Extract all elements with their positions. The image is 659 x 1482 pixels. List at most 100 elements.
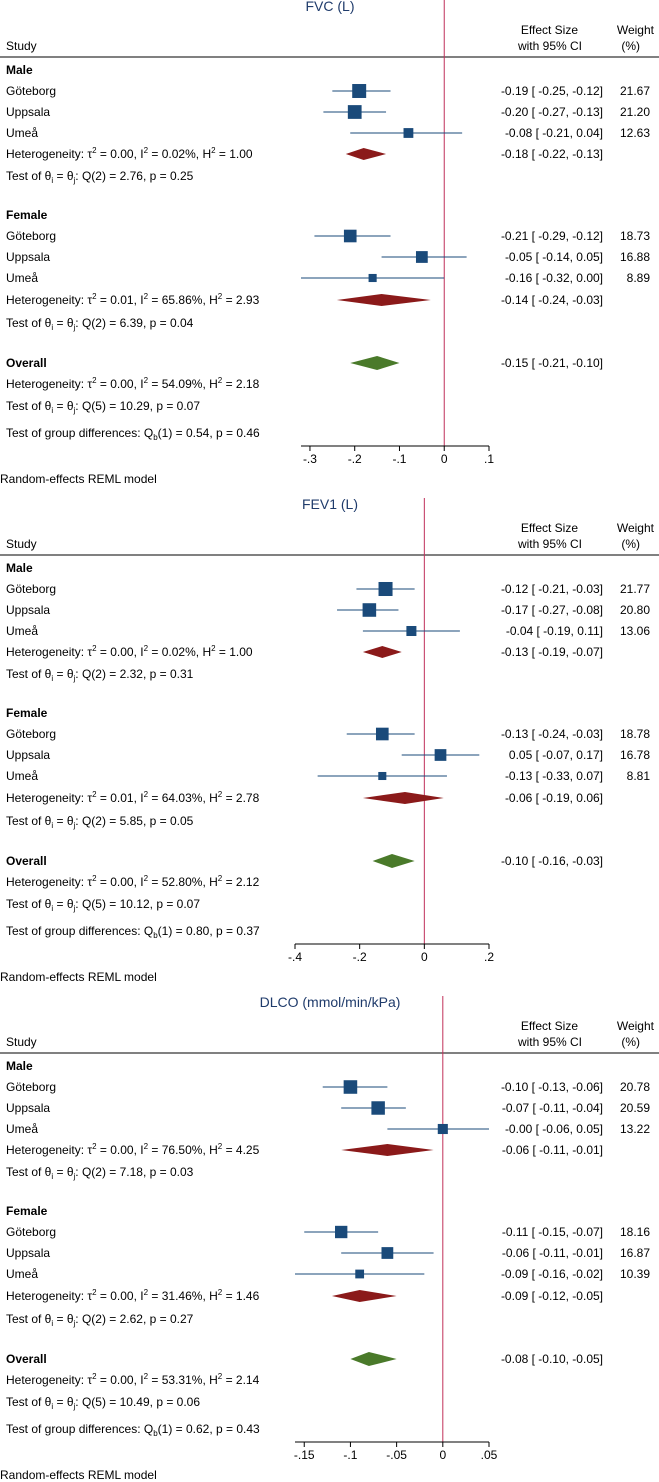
- study-label: Göteborg: [6, 84, 56, 98]
- x-tick-label: .05: [481, 1448, 498, 1462]
- model-note: Random-effects REML model: [0, 472, 157, 486]
- overall-label: Overall: [6, 356, 47, 370]
- effect-size-value: -0.00 [ -0.06, 0.05]: [505, 1122, 603, 1136]
- effect-size-value: -0.05 [ -0.14, 0.05]: [505, 250, 603, 264]
- weight-header: Weight: [617, 521, 655, 535]
- study-label: Uppsala: [6, 603, 50, 617]
- weight-value: 20.78: [620, 1080, 650, 1094]
- heterogeneity-stats: Heterogeneity: τ2 = 0.00, I2 = 0.02%, H2…: [6, 644, 253, 659]
- homogeneity-test: Test of θi = θj: Q(2) = 2.76, p = 0.25: [6, 169, 194, 185]
- study-marker: [362, 603, 377, 617]
- weight-pct-header: (%): [621, 537, 640, 551]
- study-label: Umeå: [6, 769, 38, 783]
- pooled-effect-value: -0.13 [ -0.19, -0.07]: [501, 645, 603, 659]
- study-label: Uppsala: [6, 1101, 50, 1115]
- pooled-effect-value: -0.06 [ -0.11, -0.01]: [502, 1143, 603, 1157]
- weight-value: 20.59: [620, 1101, 650, 1115]
- effect-size-ci-header: with 95% CI: [517, 537, 582, 551]
- effect-size-value: -0.10 [ -0.13, -0.06]: [501, 1080, 603, 1094]
- group-header-female: Female: [6, 1204, 48, 1218]
- effect-size-value: -0.04 [ -0.19, 0.11]: [506, 624, 603, 638]
- homogeneity-test: Test of θi = θj: Q(2) = 7.18, p = 0.03: [6, 1165, 194, 1181]
- x-tick-label: -.05: [386, 1448, 407, 1462]
- study-column-header: Study: [6, 39, 37, 53]
- overall-heterogeneity-stats: Heterogeneity: τ2 = 0.00, I2 = 54.09%, H…: [6, 376, 260, 391]
- pooled-effect-value: -0.18 [ -0.22, -0.13]: [501, 147, 603, 161]
- effect-size-header: Effect Size: [521, 1019, 578, 1033]
- study-marker: [381, 1247, 394, 1259]
- subgroup-diamond: [362, 792, 444, 804]
- weight-value: 16.78: [620, 748, 650, 762]
- effect-size-value: -0.16 [ -0.32, 0.00]: [505, 271, 603, 285]
- study-marker: [352, 84, 367, 98]
- effect-size-value: -0.13 [ -0.33, 0.07]: [505, 769, 603, 783]
- group-differences-test: Test of group differences: Qb(1) = 0.80,…: [6, 924, 260, 940]
- overall-homogeneity-test: Test of θi = θj: Q(5) = 10.49, p = 0.06: [6, 1395, 200, 1411]
- effect-size-value: 0.05 [ -0.07, 0.17]: [509, 748, 603, 762]
- x-tick-label: -.3: [303, 452, 317, 466]
- weight-pct-header: (%): [621, 39, 640, 53]
- homogeneity-test: Test of θi = θj: Q(2) = 5.85, p = 0.05: [6, 814, 194, 830]
- x-tick-label: 0: [439, 1448, 446, 1462]
- study-label: Umeå: [6, 1122, 38, 1136]
- weight-value: 13.06: [620, 624, 650, 638]
- weight-value: 16.88: [620, 250, 650, 264]
- study-marker: [378, 581, 393, 597]
- group-header-female: Female: [6, 208, 48, 222]
- group-header-male: Male: [6, 561, 33, 575]
- homogeneity-test: Test of θi = θj: Q(2) = 2.32, p = 0.31: [6, 667, 194, 683]
- effect-size-value: -0.12 [ -0.21, -0.03]: [501, 582, 603, 596]
- chart-title: FEV1 (L): [302, 496, 358, 512]
- effect-size-header: Effect Size: [521, 23, 578, 37]
- overall-heterogeneity-stats: Heterogeneity: τ2 = 0.00, I2 = 53.31%, H…: [6, 1372, 260, 1387]
- homogeneity-test: Test of θi = θj: Q(2) = 2.62, p = 0.27: [6, 1312, 194, 1328]
- study-marker: [368, 273, 377, 283]
- effect-size-value: -0.07 [ -0.11, -0.04]: [502, 1101, 603, 1115]
- overall-effect-value: -0.10 [ -0.16, -0.03]: [501, 854, 603, 868]
- x-tick-label: 0: [441, 452, 448, 466]
- heterogeneity-stats: Heterogeneity: τ2 = 0.00, I2 = 0.02%, H2…: [6, 146, 253, 161]
- homogeneity-test: Test of θi = θj: Q(2) = 6.39, p = 0.04: [6, 316, 194, 332]
- study-marker: [406, 625, 417, 637]
- study-label: Göteborg: [6, 229, 56, 243]
- study-label: Umeå: [6, 1267, 38, 1281]
- study-label: Uppsala: [6, 748, 50, 762]
- effect-size-value: -0.08 [ -0.21, 0.04]: [505, 126, 603, 140]
- overall-diamond: [372, 854, 415, 868]
- group-header-female: Female: [6, 706, 48, 720]
- weight-header: Weight: [617, 23, 655, 37]
- subgroup-diamond: [362, 646, 402, 658]
- study-marker: [355, 1269, 365, 1279]
- subgroup-diamond: [331, 1290, 397, 1302]
- effect-size-value: -0.06 [ -0.11, -0.01]: [502, 1246, 603, 1260]
- study-marker: [343, 1080, 358, 1094]
- model-note: Random-effects REML model: [0, 970, 157, 984]
- study-column-header: Study: [6, 1035, 37, 1049]
- x-tick-label: -.1: [343, 1448, 357, 1462]
- subgroup-diamond: [341, 1144, 434, 1156]
- study-label: Uppsala: [6, 105, 50, 119]
- overall-homogeneity-test: Test of θi = θj: Q(5) = 10.29, p = 0.07: [6, 399, 200, 415]
- study-marker: [343, 229, 357, 243]
- weight-value: 21.67: [620, 84, 650, 98]
- weight-value: 18.78: [620, 727, 650, 741]
- weight-value: 18.73: [620, 229, 650, 243]
- x-tick-label: -.2: [353, 950, 367, 964]
- study-marker: [415, 251, 428, 263]
- study-label: Uppsala: [6, 250, 50, 264]
- overall-effect-value: -0.08 [ -0.10, -0.05]: [501, 1352, 603, 1366]
- chart-title: DLCO (mmol/min/kPa): [260, 994, 401, 1010]
- heterogeneity-stats: Heterogeneity: τ2 = 0.00, I2 = 76.50%, H…: [6, 1142, 260, 1157]
- effect-size-value: -0.11 [ -0.15, -0.07]: [502, 1225, 603, 1239]
- overall-diamond: [350, 356, 400, 370]
- effect-size-value: -0.21 [ -0.29, -0.12]: [501, 229, 603, 243]
- study-marker: [375, 727, 389, 741]
- study-marker: [371, 1101, 385, 1115]
- study-marker: [437, 1123, 448, 1135]
- study-label: Uppsala: [6, 1246, 50, 1260]
- x-tick-label: -.4: [288, 950, 302, 964]
- model-note: Random-effects REML model: [0, 1468, 157, 1482]
- weight-value: 8.81: [627, 769, 651, 783]
- weight-value: 8.89: [627, 271, 651, 285]
- study-marker: [434, 749, 447, 761]
